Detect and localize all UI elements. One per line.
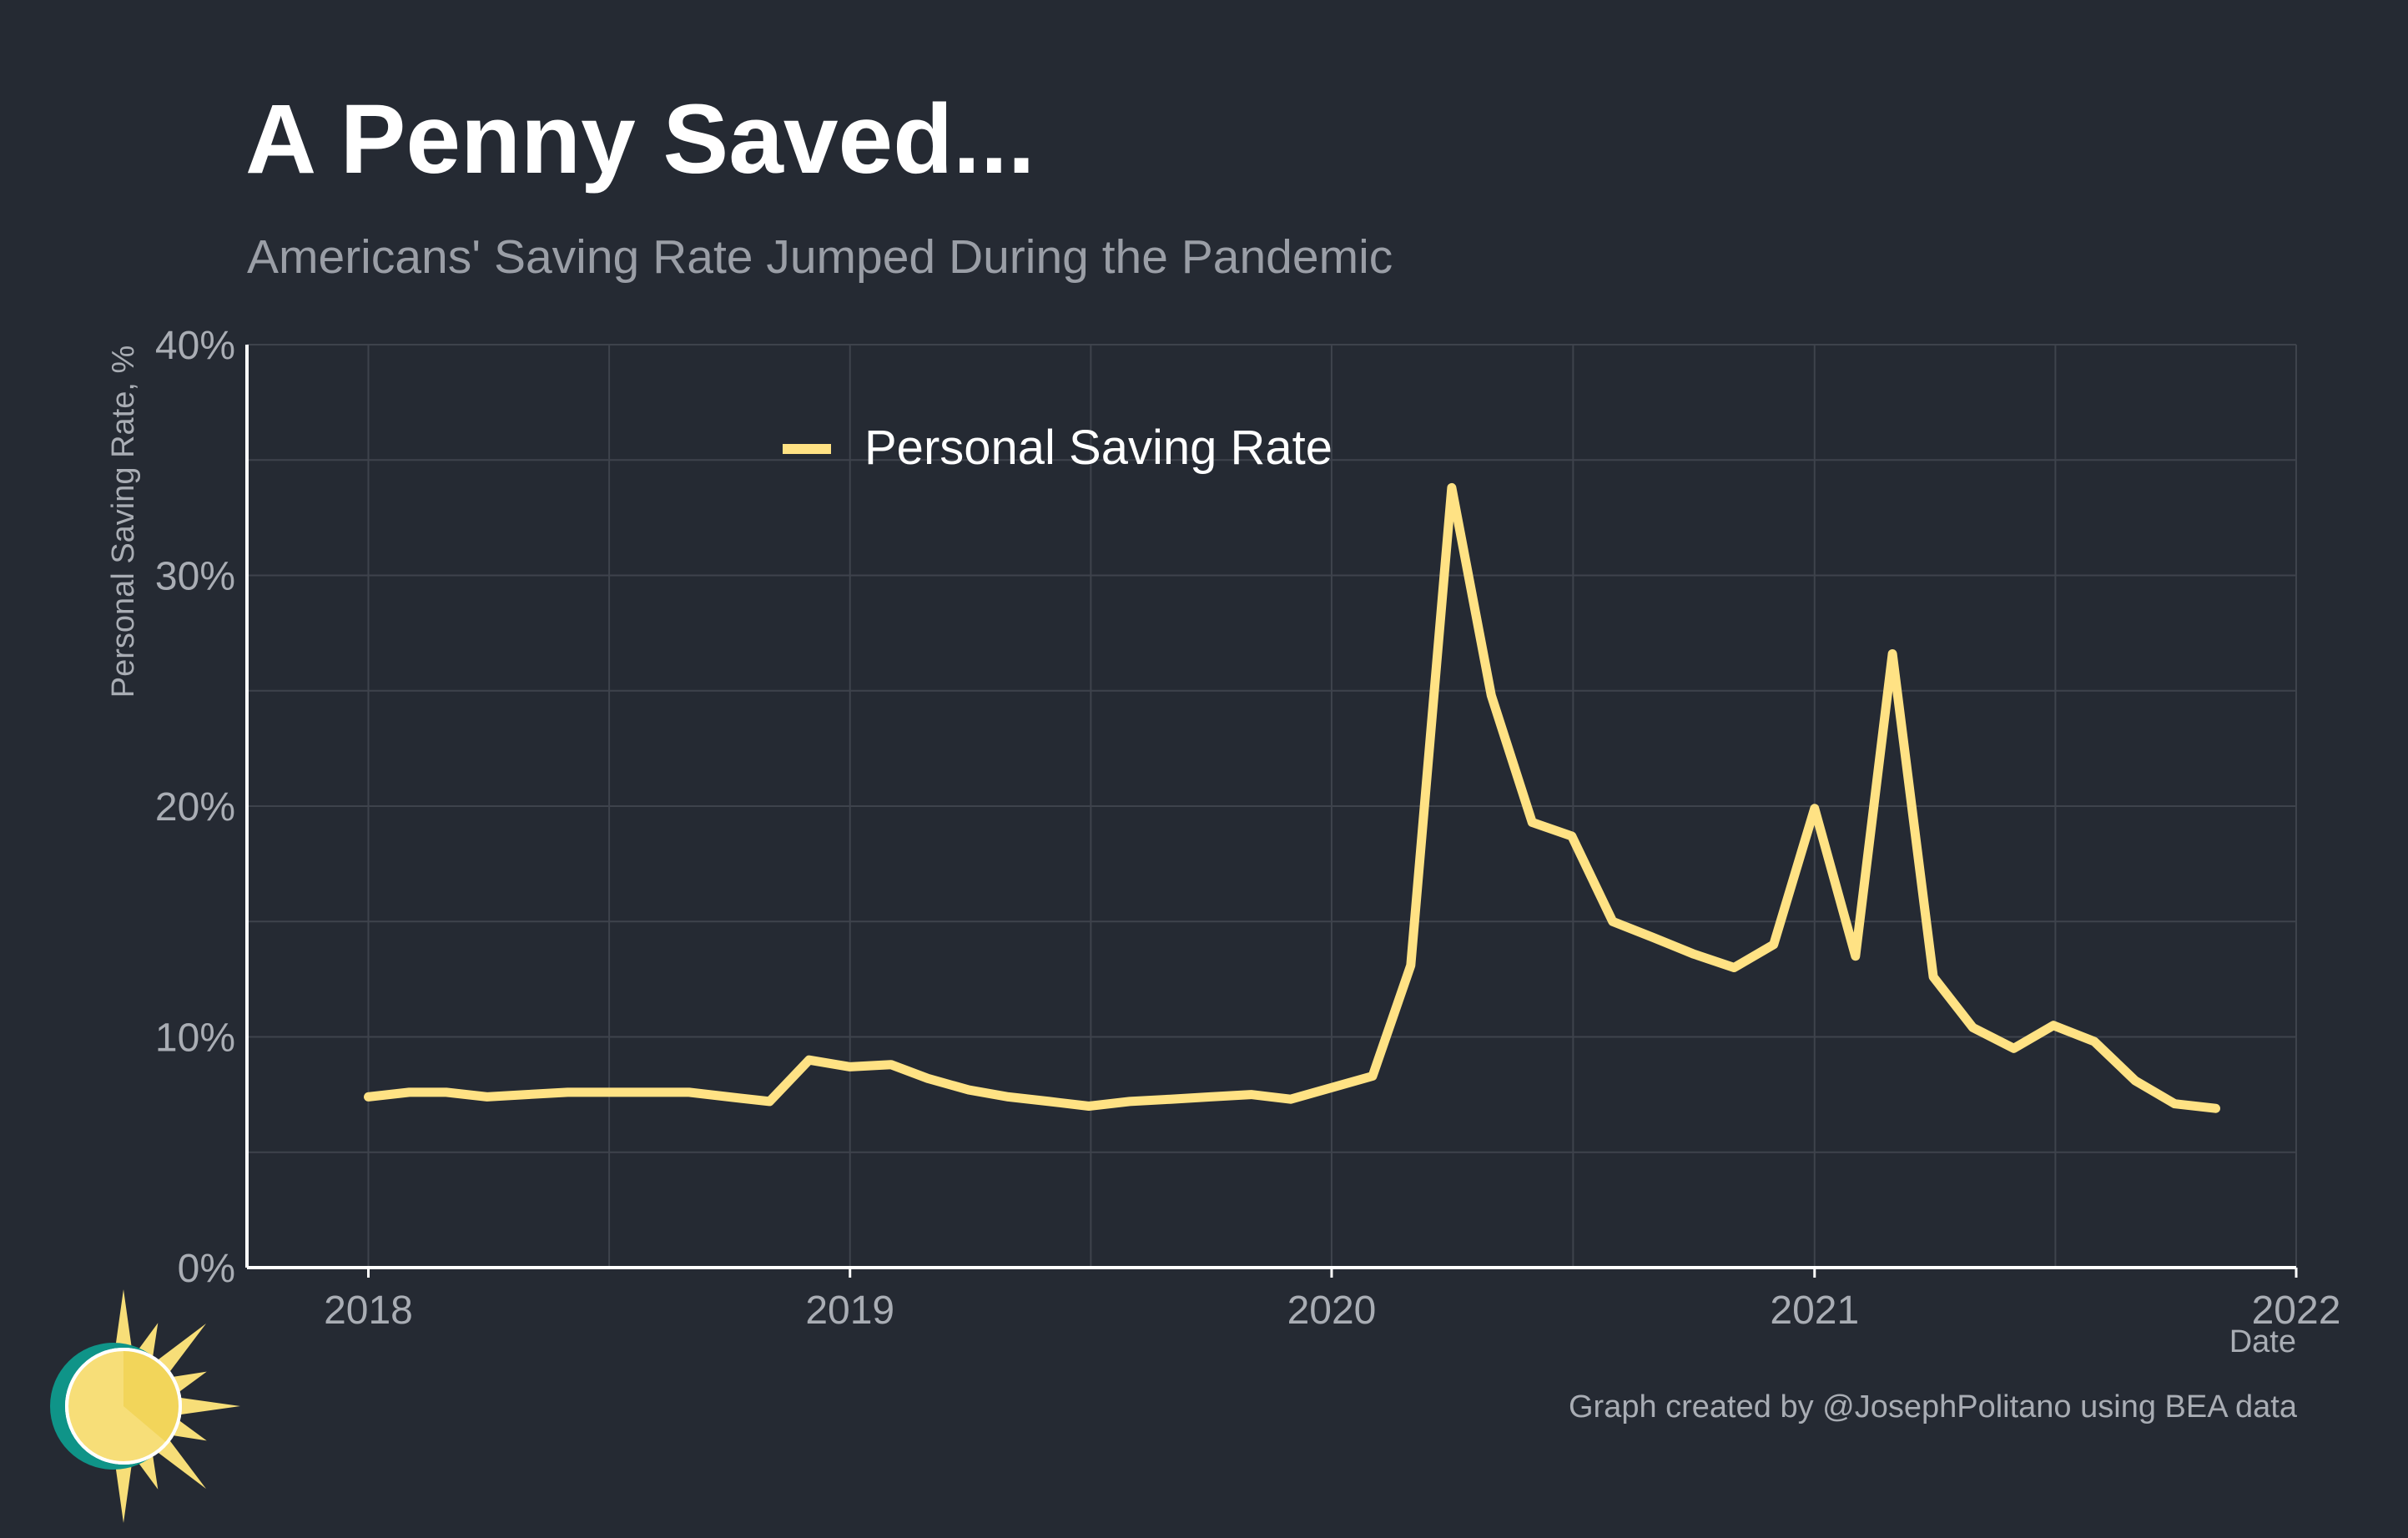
x-tick-label: 2022	[2252, 1288, 2341, 1333]
sun-ray	[114, 1289, 133, 1352]
sun-ray	[155, 1324, 206, 1374]
sun-rays	[114, 1289, 240, 1523]
x-tick-label: 2020	[1287, 1288, 1377, 1333]
sun-logo-icon	[50, 1289, 240, 1523]
tick-labels: 0% 10% 20% 30% 40% 2018 2019 2020 2021 2022	[155, 324, 2340, 1333]
sun-ray	[170, 1371, 207, 1394]
y-axis-label: Personal Saving Rate, %	[106, 345, 141, 698]
x-tick-label: 2018	[324, 1288, 413, 1333]
series-layer	[364, 482, 2220, 1113]
chart-subtitle: Americans' Saving Rate Jumped During the…	[247, 230, 1393, 284]
y-tick-label: 10%	[155, 1016, 235, 1061]
x-axis-label: Date	[2229, 1324, 2296, 1359]
sun-ray	[170, 1419, 207, 1441]
legend: Personal Saving Rate	[783, 421, 1332, 475]
y-tick-label: 40%	[155, 324, 235, 368]
sun-ray	[178, 1397, 240, 1415]
source-caption: Graph created by @JosephPolitano using B…	[1568, 1389, 2297, 1425]
chart-title: A Penny Saved...	[245, 84, 1035, 194]
y-tick-label: 0%	[178, 1247, 235, 1291]
sun-ray	[155, 1438, 206, 1489]
x-tick-label: 2021	[1770, 1288, 1859, 1333]
axes	[245, 345, 2298, 1278]
y-tick-label: 20%	[155, 785, 235, 830]
y-tick-label: 30%	[155, 555, 235, 599]
sun-ray	[114, 1460, 133, 1523]
grid-lines	[247, 344, 2297, 1268]
x-tick-label: 2019	[805, 1288, 894, 1333]
series-line-personal-saving-rate	[364, 482, 2220, 1113]
legend-label: Personal Saving Rate	[864, 421, 1332, 475]
